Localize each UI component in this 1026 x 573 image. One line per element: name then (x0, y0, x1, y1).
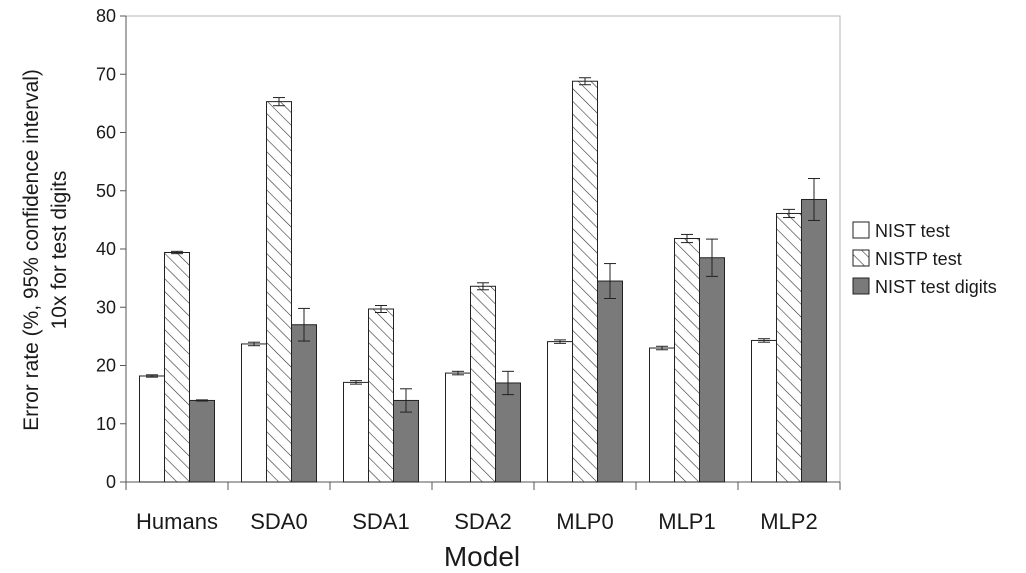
error-bar (604, 263, 616, 300)
error-bar (808, 178, 820, 221)
error-bar (196, 399, 208, 402)
x-category-label: MLP1 (658, 509, 715, 534)
error-bar (375, 305, 387, 313)
bar-nist-test-digits-sda1 (393, 399, 419, 483)
error-bar (656, 345, 668, 351)
bar-nistp-test-mlp0 (572, 80, 598, 483)
x-category-label: Humans (136, 509, 218, 534)
bar-nist-test-humans (139, 375, 165, 483)
error-bar (350, 380, 362, 385)
x-axis-label: Model (444, 541, 520, 572)
error-bar (783, 208, 795, 219)
error-bar (554, 339, 566, 344)
error-bar (681, 233, 693, 244)
error-bar (502, 370, 514, 396)
bar-nist-test-sda1 (343, 381, 369, 483)
y-tick-label: 10 (96, 414, 116, 434)
legend-swatch (852, 277, 870, 295)
y-axis-label-line1: Error rate (%, 95% confidence interval) (20, 69, 43, 431)
bar-nist-test-mlp1 (649, 347, 675, 483)
bar-nistp-test-mlp1 (674, 238, 700, 483)
bar-nist-test-digits-mlp1 (699, 257, 725, 483)
y-tick-label: 0 (106, 472, 116, 492)
error-bar (579, 77, 591, 86)
bar-nistp-test-sda2 (470, 285, 496, 483)
legend: NIST test NISTP test NIST test digits (852, 221, 997, 297)
y-tick-label: 30 (96, 297, 116, 317)
bar-nist-test-mlp0 (547, 341, 573, 483)
x-category-label: MLP2 (760, 509, 817, 534)
error-bar (248, 341, 260, 347)
y-tick-label: 80 (96, 6, 116, 26)
legend-swatch (852, 221, 870, 239)
legend-swatch (852, 249, 870, 267)
legend-label: NIST test digits (875, 277, 997, 297)
bar-nistp-test-sda1 (368, 308, 394, 483)
bar-nist-test-sda2 (445, 372, 471, 483)
bar-nistp-test-sda0 (266, 101, 292, 483)
y-tick-label: 20 (96, 356, 116, 376)
bar-nist-test-digits-mlp2 (801, 198, 827, 483)
error-bar (706, 238, 718, 277)
bar-nist-test-mlp2 (751, 339, 777, 483)
x-category-label: SDA2 (454, 509, 511, 534)
error-bar (298, 307, 310, 342)
bars (139, 77, 827, 483)
x-category-label: MLP0 (556, 509, 613, 534)
y-tick-label: 50 (96, 181, 116, 201)
error-bar (273, 97, 285, 107)
bar-nist-test-digits-sda2 (495, 382, 521, 483)
bar-nist-test-digits-humans (189, 399, 215, 483)
bar-nistp-test-humans (164, 251, 190, 483)
legend-label: NIST test (875, 221, 950, 241)
error-bar (171, 250, 183, 255)
x-category-label: SDA0 (250, 509, 307, 534)
error-bar (400, 388, 412, 413)
bar-nist-test-digits-sda0 (291, 324, 317, 483)
y-tick-label: 40 (96, 239, 116, 259)
error-bar (452, 370, 464, 376)
x-category-label: SDA1 (352, 509, 409, 534)
error-bar (477, 282, 489, 291)
legend-label: NISTP test (875, 249, 962, 269)
error-bar (146, 374, 158, 378)
y-axis-label-line2: 10x for test digits (48, 171, 71, 330)
tick-labels: 0 10 20 30 40 50 60 70 80 Humans SDA0 SDA1 SDA2 MLP0 M… (96, 6, 818, 534)
y-tick-label: 70 (96, 64, 116, 84)
error-bar (758, 338, 770, 343)
bar-nist-test-sda0 (241, 343, 267, 483)
y-tick-label: 60 (96, 123, 116, 143)
bar-nist-test-digits-mlp0 (597, 280, 623, 483)
bar-nistp-test-mlp2 (776, 212, 802, 483)
